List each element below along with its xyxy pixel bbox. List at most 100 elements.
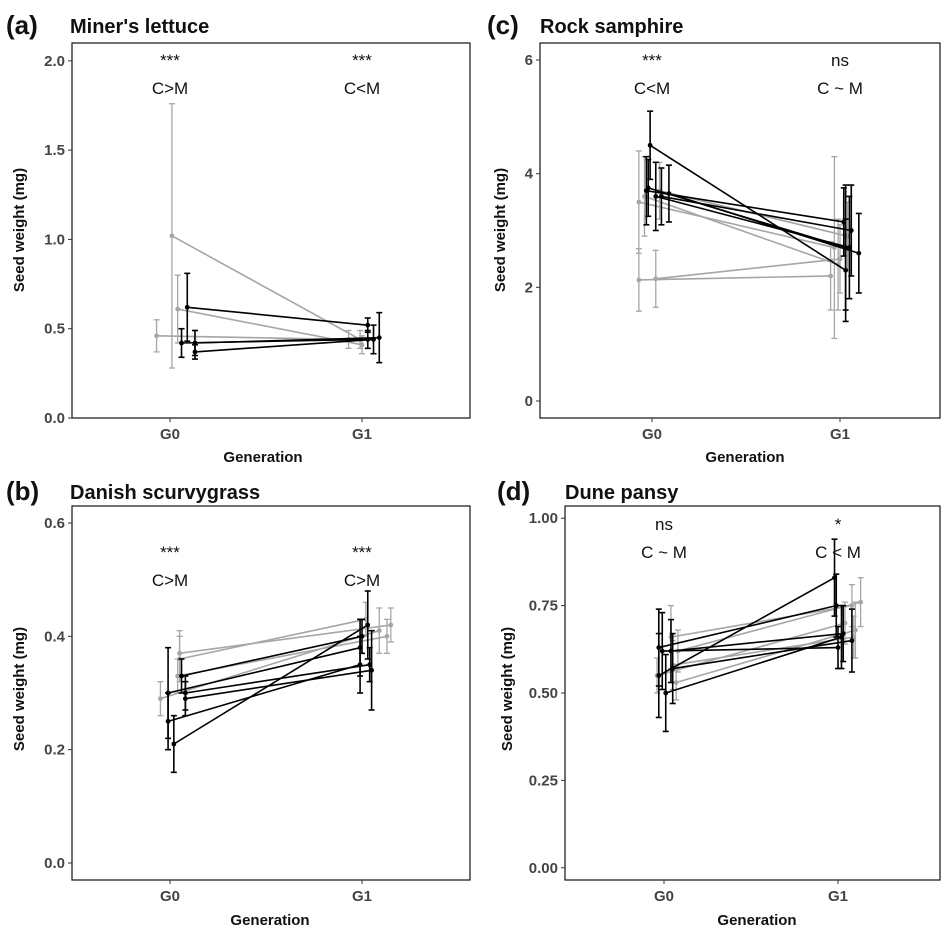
x-tick-label: G0: [160, 888, 180, 905]
y-tick-label: 2.0: [44, 53, 65, 70]
data-point: [369, 667, 374, 673]
comparison-label: C<M: [634, 79, 670, 98]
series-line: [638, 275, 831, 281]
data-point: [359, 342, 365, 348]
series-dark: [191, 311, 383, 364]
series-line: [677, 601, 861, 652]
series-line: [167, 646, 361, 694]
data-point: [835, 645, 841, 650]
series-line: [672, 639, 853, 670]
data-point: [179, 673, 184, 679]
series-dark: [669, 608, 855, 705]
series-dark: [647, 110, 849, 323]
data-point: [359, 633, 365, 639]
panel-letter-b: (b): [6, 476, 39, 506]
data-point: [848, 228, 854, 233]
series-line: [194, 338, 374, 353]
series-line: [649, 144, 847, 271]
y-tick-label: 6: [525, 52, 533, 69]
panel-b: (b) Danish scurvygrass Generation Seed w…: [6, 476, 310, 929]
series-line: [181, 635, 363, 677]
data-point: [365, 622, 371, 628]
data-point: [376, 335, 382, 341]
plot-d: 0.00 0.25 0.50 0.75 1.00 G0 G1 ns C ~ M * C < M: [529, 505, 941, 905]
data-point: [837, 256, 843, 262]
y-tick-label: 0: [525, 393, 533, 410]
series-line: [160, 629, 380, 700]
panel-a: (a) Miner's lettuce Generation Seed weig…: [6, 10, 303, 466]
data-point: [636, 277, 642, 283]
significance-stars: ***: [160, 543, 180, 562]
significance-stars: ***: [352, 51, 372, 70]
panel-c: (c) Rock samphire Generation Seed weight…: [487, 10, 785, 466]
data-point: [673, 680, 679, 685]
series-dark: [655, 538, 838, 719]
series-dark: [667, 604, 847, 684]
series-dark: [182, 629, 375, 717]
data-point: [656, 645, 662, 650]
x-axis-label-b: Generation: [230, 912, 309, 929]
series-line: [658, 604, 837, 649]
y-axis-label-c: Seed weight (mg): [492, 168, 509, 292]
data-point: [833, 603, 839, 609]
plot-b: 0.0 0.2 0.4 0.6 G0 G1 *** C>M *** C>M: [44, 505, 471, 905]
x-tick-label: G1: [352, 426, 372, 443]
y-tick-label: 0.0: [44, 410, 65, 427]
data-point: [663, 690, 669, 696]
series-line: [655, 258, 841, 280]
data-point: [365, 322, 371, 328]
series-line: [655, 195, 850, 249]
series-dark: [652, 161, 853, 300]
series-dark: [165, 618, 364, 740]
data-point: [388, 622, 394, 628]
comparison-label: C>M: [152, 79, 188, 98]
y-tick-label: 1.00: [529, 510, 558, 527]
panel-title-d: Dune pansy: [565, 482, 679, 504]
panel-letter-c: (c): [487, 10, 519, 40]
y-tick-label: 0.75: [529, 598, 558, 615]
series-dark: [658, 167, 855, 277]
plot-frame-d: [564, 505, 941, 881]
data-point: [828, 273, 833, 279]
series-light: [667, 583, 855, 670]
significance-stars: ***: [160, 51, 180, 70]
series-line: [668, 192, 860, 254]
data-point: [849, 638, 855, 643]
y-tick-label: 0.4: [44, 628, 66, 645]
x-axis-label-c: Generation: [705, 449, 784, 466]
series-line: [194, 336, 380, 344]
panel-title-b: Danish scurvygrass: [70, 482, 260, 504]
panel-letter-d: (d): [497, 476, 530, 506]
significance-stars: ns: [831, 51, 849, 70]
comparison-label: C ~ M: [641, 543, 687, 562]
data-point: [843, 267, 849, 273]
series-dark: [191, 324, 377, 360]
data-point: [376, 628, 382, 634]
y-axis-label-b: Seed weight (mg): [11, 627, 28, 751]
comparison-label: C<M: [344, 79, 380, 98]
data-point: [856, 250, 862, 256]
panel-d: (d) Dune pansy Generation Seed weight (m…: [497, 476, 797, 929]
significance-stars: ***: [642, 51, 662, 70]
x-tick-label: G0: [642, 426, 662, 443]
y-tick-label: 0.0: [44, 855, 65, 872]
y-tick-label: 0.5: [44, 321, 65, 338]
series-line: [638, 201, 835, 249]
plot-frame-c: [539, 42, 941, 419]
series-line: [185, 669, 372, 700]
data-point: [853, 627, 858, 633]
series-line: [675, 629, 856, 684]
data-point: [182, 696, 188, 702]
y-tick-label: 2: [525, 279, 533, 296]
series-line: [670, 604, 853, 638]
y-tick-label: 1.0: [44, 231, 65, 248]
data-point: [154, 333, 159, 339]
data-point: [653, 276, 659, 282]
data-point: [192, 340, 198, 346]
series-light: [176, 601, 369, 683]
data-point: [384, 633, 390, 639]
series-dark: [178, 618, 365, 694]
data-point: [636, 199, 642, 205]
series-line: [179, 624, 391, 655]
